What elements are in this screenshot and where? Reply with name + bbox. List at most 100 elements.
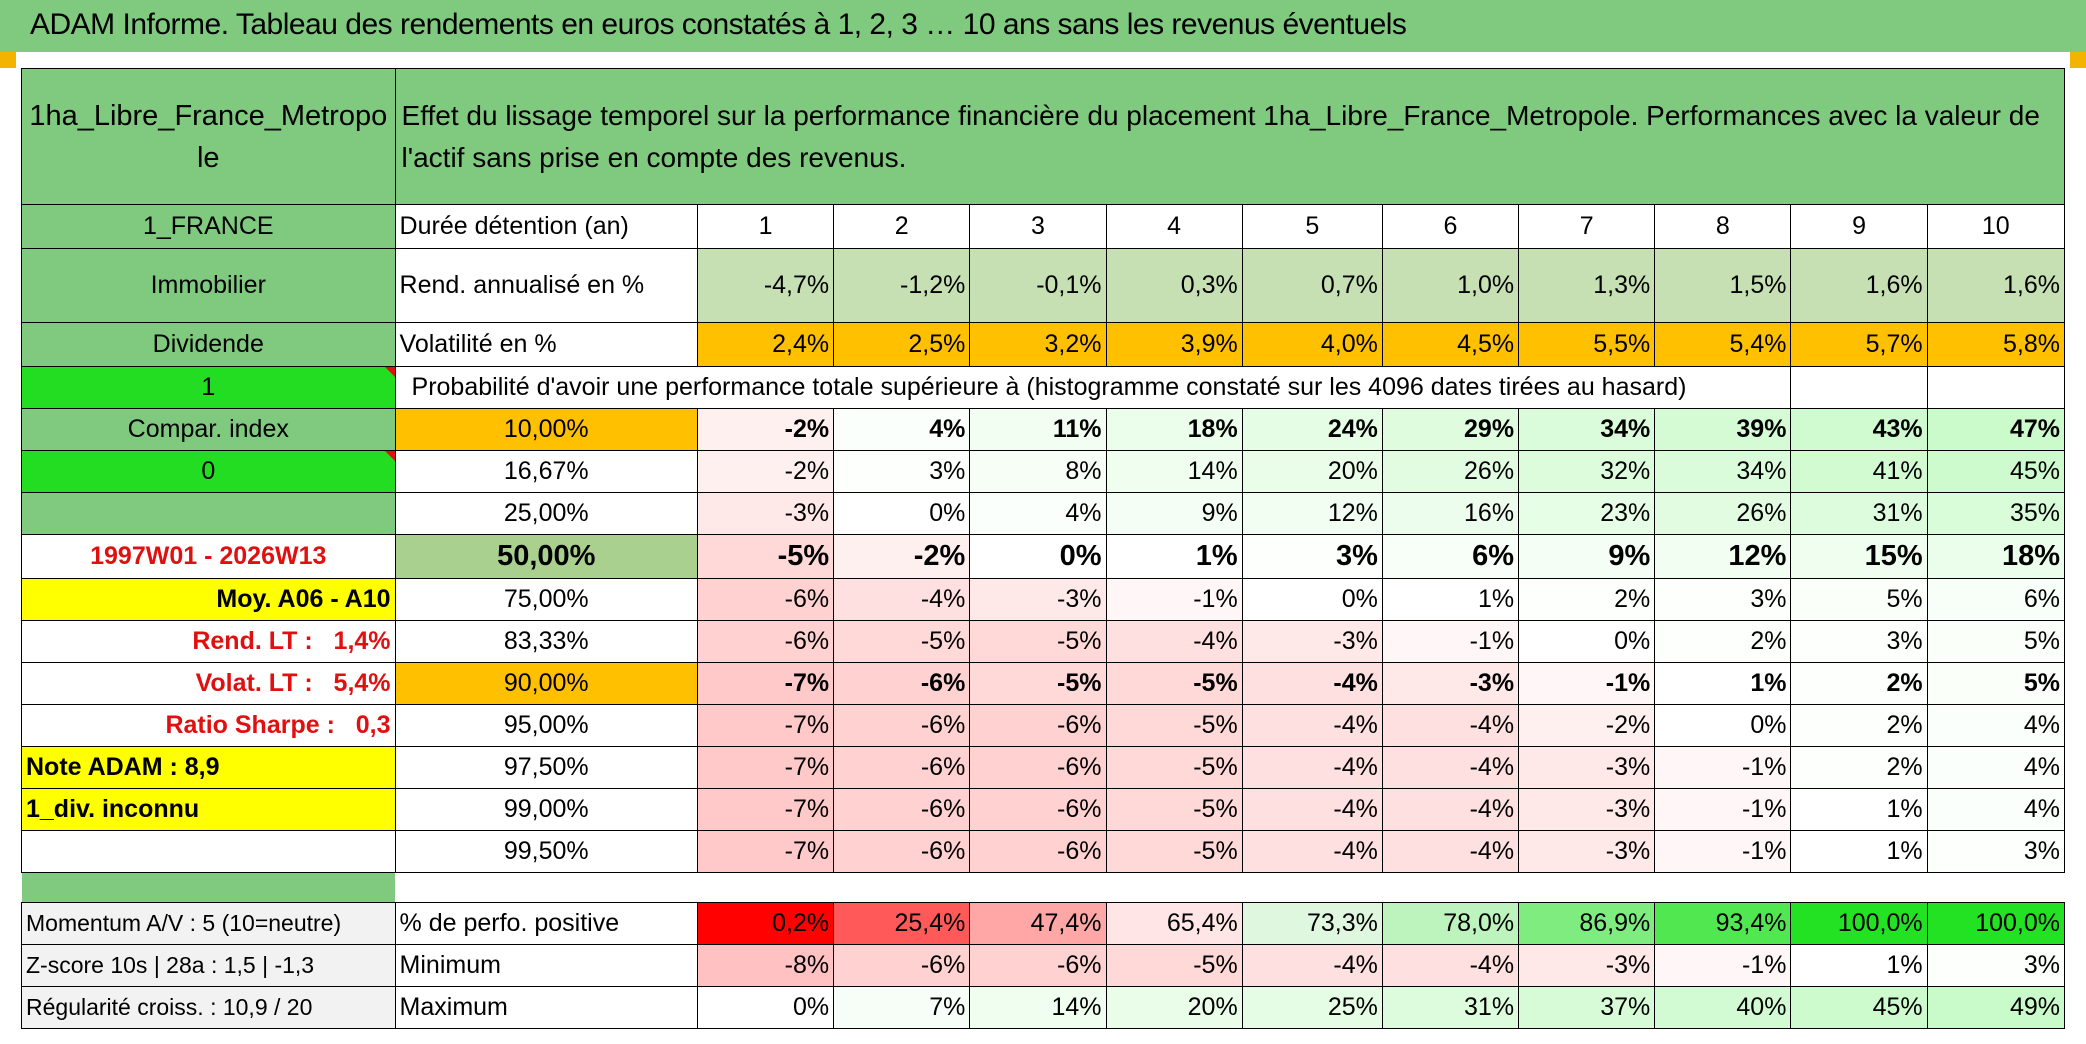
minimum-label: Minimum	[394, 944, 698, 987]
year-header: 10	[1926, 204, 2066, 249]
percentile-value: 1%	[1790, 788, 1928, 831]
minimum-value: -8%	[696, 944, 835, 987]
income-type-cell: Dividende	[21, 322, 396, 367]
percentile-value: -7%	[696, 662, 835, 705]
probability-header-row: 1 Probabilité d'avoir une performance to…	[21, 366, 2066, 409]
positive-perf-value: 86,9%	[1518, 902, 1656, 945]
volatility-value: 5,5%	[1518, 322, 1656, 367]
year-header: 2	[833, 204, 971, 249]
percentile-value: 3%	[833, 450, 971, 493]
percentile-value: -1%	[1518, 662, 1656, 705]
percentile-value: 14%	[1105, 450, 1243, 493]
annual-return-value: 1,6%	[1790, 248, 1928, 323]
minimum-value: -6%	[969, 944, 1107, 987]
percentile-value: 12%	[1654, 534, 1792, 579]
percentile-value: -4%	[833, 578, 971, 621]
percentile-value: 6%	[1926, 578, 2066, 621]
percentile-value: 2%	[1790, 704, 1928, 747]
annual-return-label: Rend. annualisé en %	[394, 248, 698, 323]
flag-one-cell[interactable]: 1	[21, 366, 396, 409]
maximum-value: 37%	[1518, 986, 1656, 1029]
percentile-value: 0%	[833, 492, 971, 535]
percentile-value: -5%	[696, 534, 835, 579]
percentile-value: -3%	[1518, 746, 1656, 789]
percentile-value: -2%	[1518, 704, 1656, 747]
percentile-value: 32%	[1518, 450, 1656, 493]
long-term-volatility-cell: Volat. LT : 5,4%	[21, 662, 396, 705]
percentile-value: -5%	[1105, 662, 1243, 705]
percentile-value: 8%	[969, 450, 1107, 493]
percentile-value: 31%	[1790, 492, 1928, 535]
percentile-value: -1%	[1381, 620, 1520, 663]
percentile-value: 6%	[1381, 534, 1520, 579]
report-title-bar: ADAM Informe. Tableau des rendements en …	[0, 0, 2086, 52]
percentile-value: -2%	[833, 534, 971, 579]
percentile-value: -6%	[833, 704, 971, 747]
percentile-value: -4%	[1381, 788, 1520, 831]
percentile-label: 83,33%	[394, 620, 698, 663]
percentile-row: Note ADAM : 8,9 97,50% -7% -6% -6% -5% -…	[21, 746, 2066, 789]
sharpe-ratio-label: Ratio Sharpe :	[165, 711, 335, 739]
minimum-value: 3%	[1926, 944, 2066, 987]
percentile-value: -4%	[1381, 746, 1520, 789]
flag-zero-cell[interactable]: 0	[21, 450, 396, 493]
percentile-value: -6%	[696, 578, 835, 621]
percentile-value: -4%	[1241, 788, 1383, 831]
asset-class-cell: Immobilier	[21, 248, 396, 323]
percentile-value: -3%	[1241, 620, 1383, 663]
empty-cell	[1790, 366, 1928, 409]
percentile-value: 0%	[1518, 620, 1656, 663]
year-header: 4	[1105, 204, 1243, 249]
percentile-value: 1%	[1654, 662, 1792, 705]
annual-return-value: 1,5%	[1654, 248, 1792, 323]
percentile-value: 5%	[1790, 578, 1928, 621]
year-header: 8	[1654, 204, 1792, 249]
annual-return-value: 1,3%	[1518, 248, 1656, 323]
compar-index-cell: Compar. index	[21, 408, 396, 451]
duration-label: Durée détention (an)	[394, 204, 698, 249]
percentile-value: 23%	[1518, 492, 1656, 535]
percentile-row: 25,00% -3% 0% 4% 9% 12% 16% 23% 26% 31% …	[21, 492, 2066, 535]
percentile-value: 26%	[1654, 492, 1792, 535]
percentile-label: 99,00%	[394, 788, 698, 831]
percentile-value: -2%	[696, 408, 835, 451]
percentile-label: 90,00%	[394, 662, 698, 705]
annual-return-value: 0,3%	[1105, 248, 1243, 323]
year-header: 6	[1381, 204, 1520, 249]
percentile-value: -4%	[1241, 704, 1383, 747]
percentile-value: -3%	[1381, 662, 1520, 705]
percentile-value: 4%	[1926, 704, 2066, 747]
year-header: 1	[696, 204, 835, 249]
volatility-value: 3,2%	[969, 322, 1107, 367]
percentile-value: -2%	[696, 450, 835, 493]
header-row: 1ha_Libre_France_Metropo le Effet du lis…	[21, 68, 2066, 205]
volatility-value: 4,5%	[1381, 322, 1520, 367]
percentile-value: -7%	[696, 746, 835, 789]
percentile-value: -6%	[833, 830, 971, 873]
minimum-value: -5%	[1105, 944, 1243, 987]
maximum-value: 45%	[1790, 986, 1928, 1029]
positive-perf-value: 0,2%	[696, 902, 835, 945]
regularity-cell: Régularité croiss. : 10,9 / 20	[21, 986, 396, 1029]
maximum-value: 14%	[969, 986, 1107, 1029]
period-cell: 1997W01 - 2026W13	[21, 534, 396, 579]
long-term-return-cell: Rend. LT : 1,4%	[21, 620, 396, 663]
annual-return-value: -4,7%	[696, 248, 835, 323]
percentile-value: 39%	[1654, 408, 1792, 451]
percentile-value: -6%	[969, 788, 1107, 831]
year-header: 7	[1518, 204, 1656, 249]
description-cell: Effet du lissage temporel sur la perform…	[394, 68, 2066, 205]
percentile-value: -5%	[833, 620, 971, 663]
percentile-value: 3%	[1790, 620, 1928, 663]
minimum-value: -4%	[1381, 944, 1520, 987]
percentile-row: Compar. index 10,00% -2% 4% 11% 18% 24% …	[21, 408, 2066, 451]
percentile-value: 5%	[1926, 662, 2066, 705]
spacer-row	[21, 872, 2065, 903]
percentile-value: 18%	[1926, 534, 2066, 579]
spacer-cell	[395, 872, 2065, 903]
percentile-value: 0%	[1241, 578, 1383, 621]
percentile-label: 16,67%	[394, 450, 698, 493]
percentile-value: 1%	[1381, 578, 1520, 621]
empty-green-cell	[21, 492, 396, 535]
performance-table: 1ha_Libre_France_Metropo le Effet du lis…	[21, 68, 2066, 1029]
